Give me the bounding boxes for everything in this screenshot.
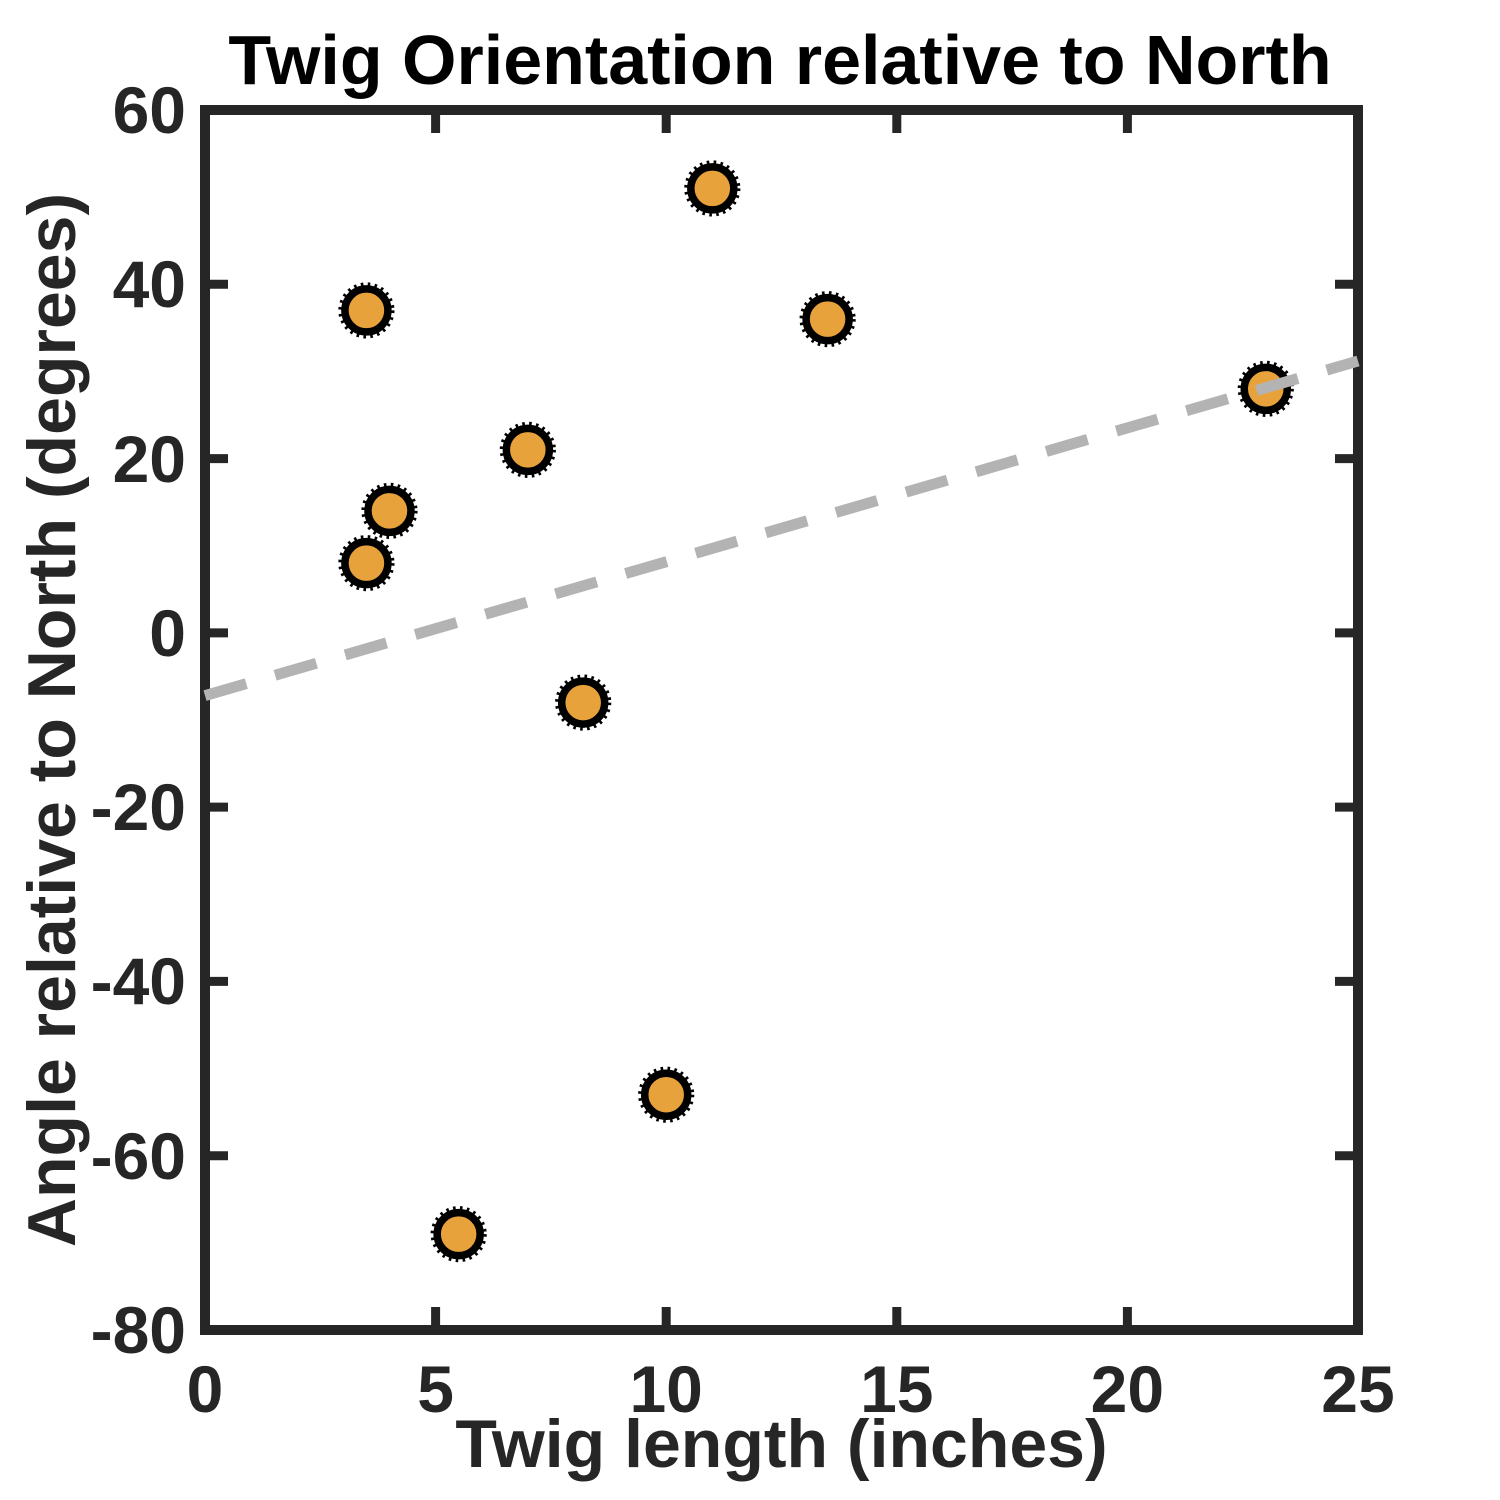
plot-box [200,105,1363,1335]
x-tick-label-20: 20 [1090,1352,1165,1426]
data-point-marker [557,677,609,728]
data-point-marker [687,163,738,214]
data-point-marker-edge [638,1066,695,1123]
data-point-marker-edge [684,160,741,217]
data-point-marker-edge [499,421,556,478]
data-point-marker [802,293,853,345]
data-point-marker [341,285,392,336]
data-point-marker-edge [555,674,612,731]
y-tick-label-60: 60 [112,73,186,147]
x-tick-label-25: 25 [1321,1352,1395,1426]
x-tick-label-0: 0 [186,1352,224,1426]
y-tick-label--40: -40 [90,944,186,1019]
chart-title: Twig Orientation relative to North [228,21,1332,99]
y-tick-label-20: 20 [112,421,186,496]
data-point-marker [502,424,554,476]
x-axis-label: Twig length (inches) [455,1406,1108,1482]
data-point-marker [364,485,415,537]
data-point-marker-edge [1237,360,1294,417]
y-tick-label-0: 0 [149,595,186,670]
trend-line [203,355,1360,701]
data-point-marker-edge [338,535,395,592]
data-point-marker [341,537,392,589]
x-tick-label-5: 5 [417,1352,454,1426]
data-point-marker [640,1069,692,1120]
y-tick-label-40: 40 [112,247,186,322]
data-point-marker-edge [799,291,856,348]
x-tick-label-10: 10 [629,1352,703,1426]
data-point-marker-edge [338,282,395,339]
x-tick-label-15: 15 [860,1352,934,1426]
y-tick-label--60: -60 [90,1118,186,1193]
y-tick-label--20: -20 [90,770,186,845]
data-point-marker [433,1208,484,1260]
data-point-marker-edge [430,1206,487,1263]
y-tick-label--80: -80 [90,1293,186,1367]
